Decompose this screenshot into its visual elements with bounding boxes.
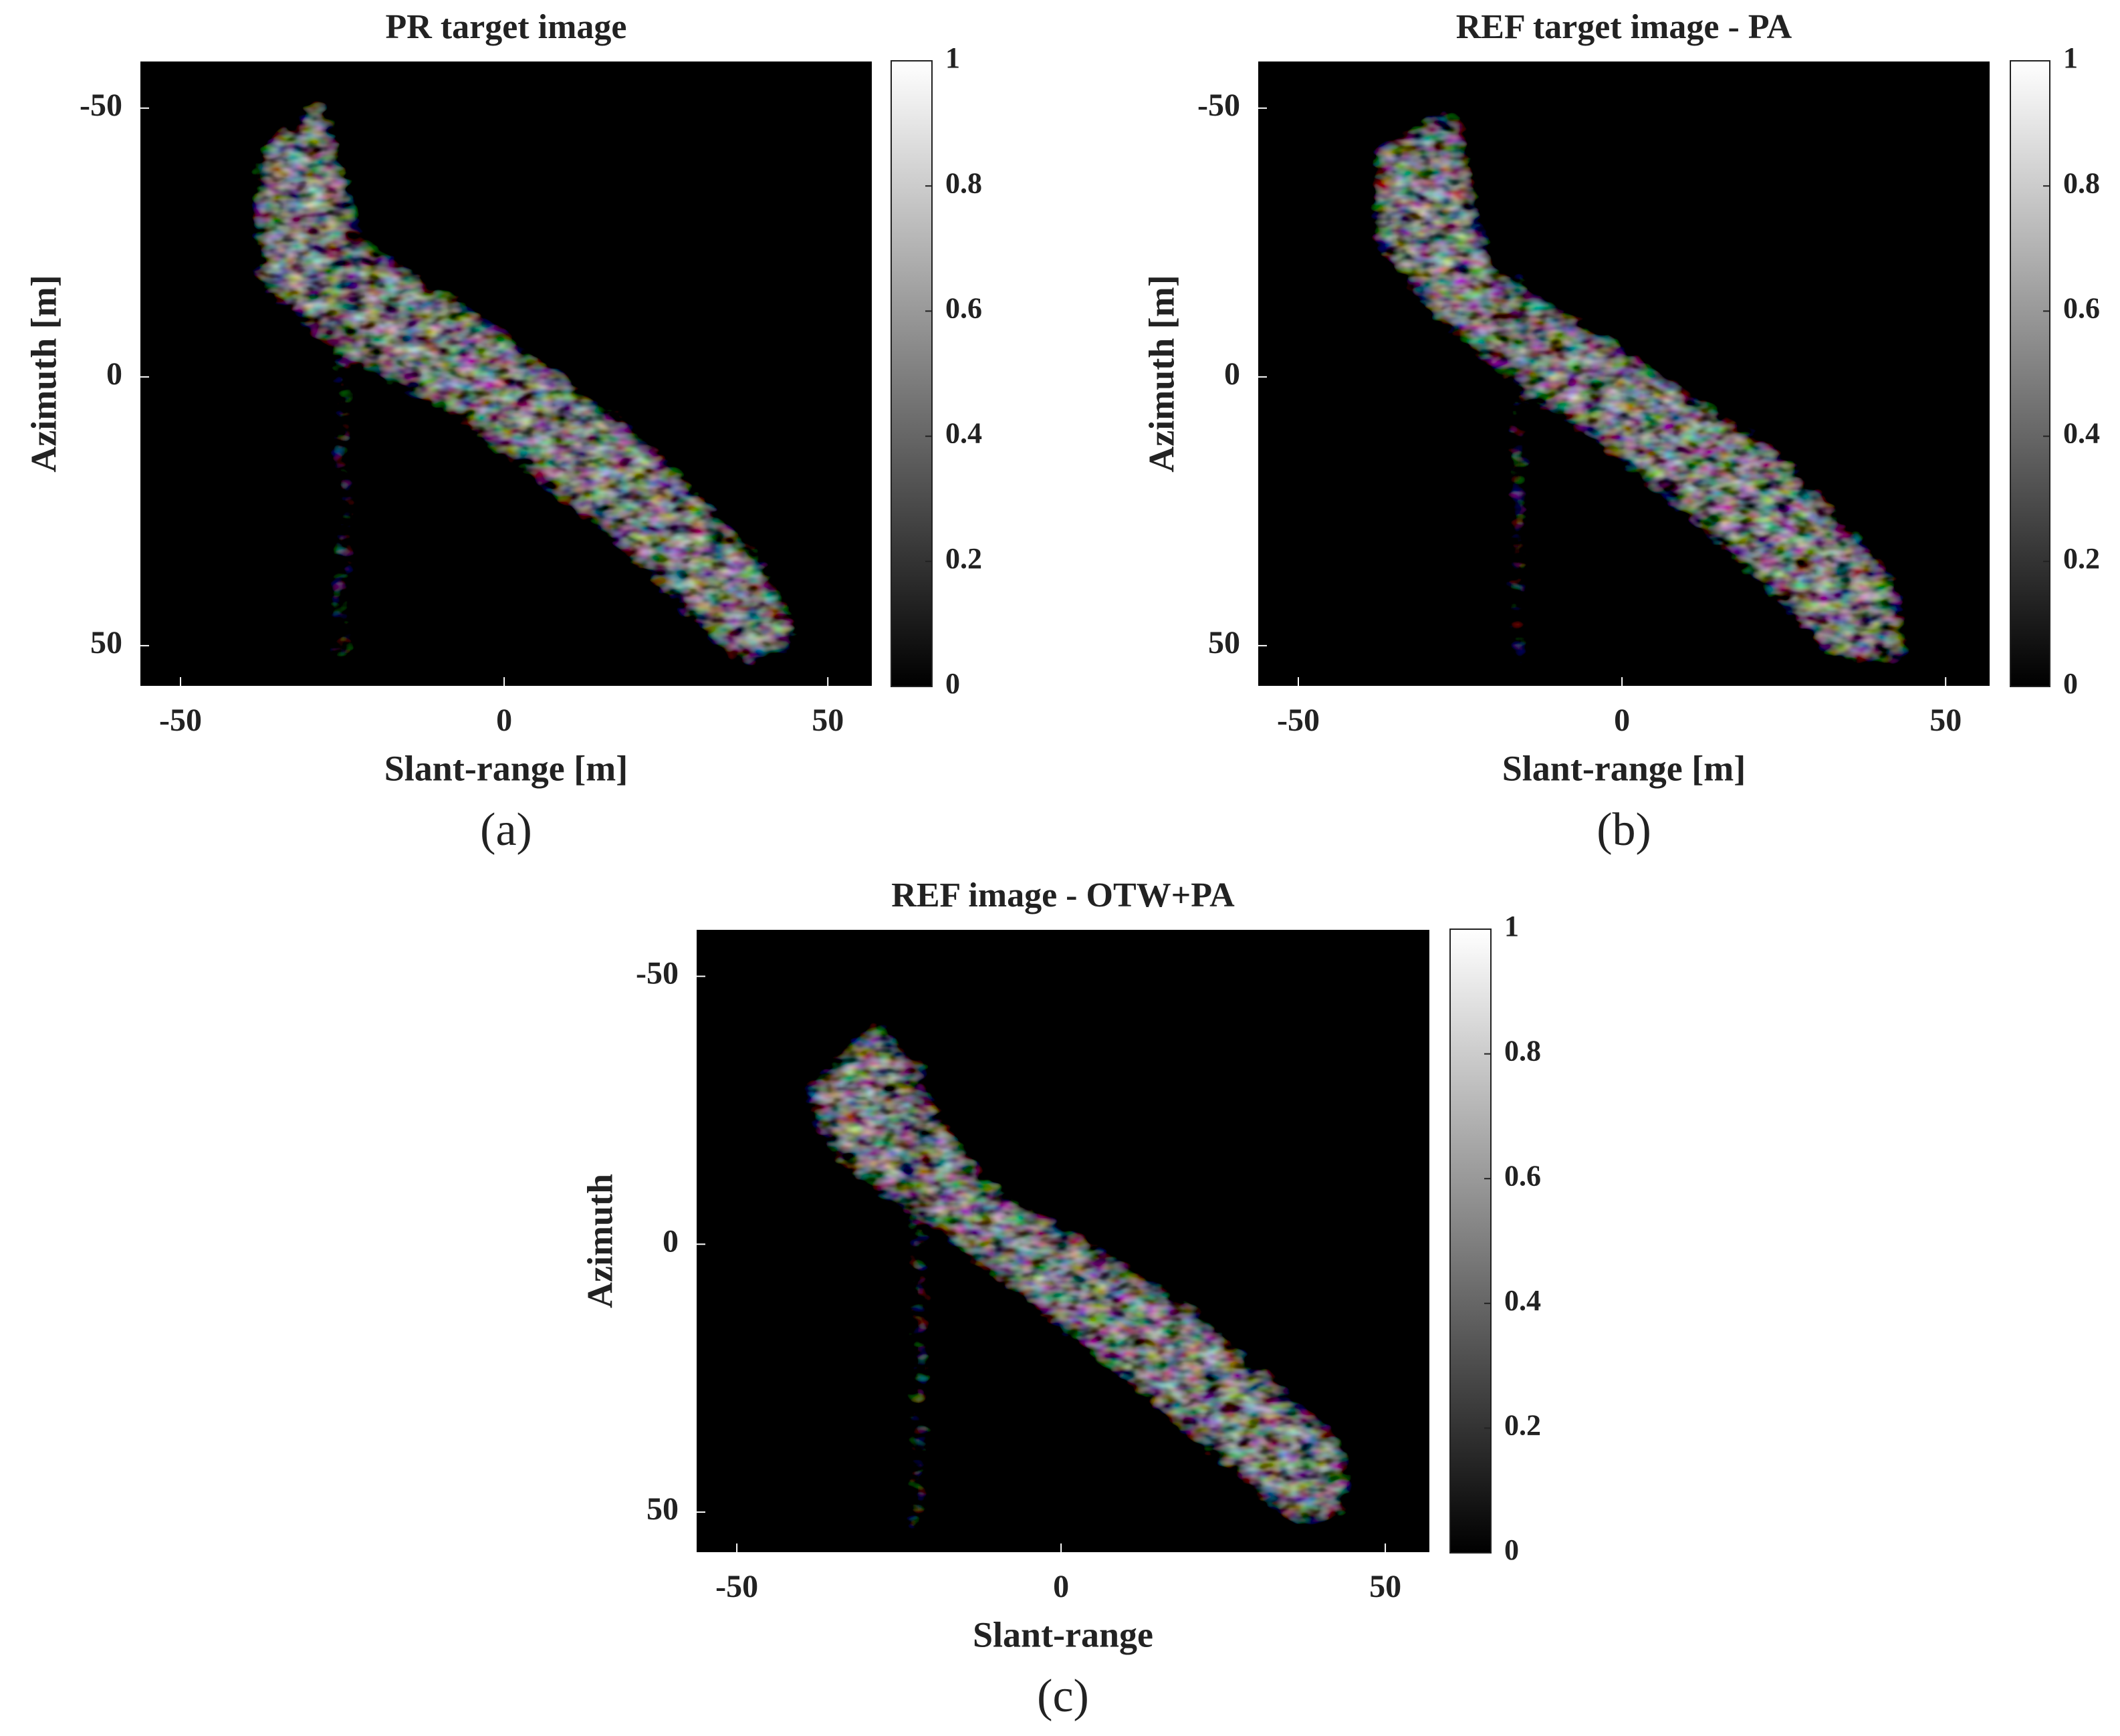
- colorbar-tick-label: 1: [945, 41, 960, 74]
- panel-label: (b): [1597, 804, 1651, 856]
- streak: [334, 215, 351, 673]
- x-tick-label: -50: [1277, 703, 1320, 738]
- colorbar-tick-label: 1: [2063, 41, 2078, 74]
- colorbar-tick-label: 1: [1504, 910, 1519, 943]
- y-tick-label: -50: [80, 88, 122, 123]
- colorbar: [2010, 60, 2050, 687]
- target-return: [802, 1019, 1346, 1523]
- y-tick-label: 50: [1208, 625, 1240, 660]
- y-axis-label: Azimuth: [580, 1174, 620, 1308]
- x-tick-label: 0: [1053, 1569, 1069, 1604]
- x-tick-label: 50: [812, 703, 844, 738]
- y-axis-label: Azimuth [m]: [1141, 275, 1181, 472]
- colorbar-tick-label: 0: [945, 667, 960, 700]
- colorbar-tick-label: 0.4: [2063, 417, 2100, 450]
- streak: [910, 1056, 927, 1539]
- x-tick-label: 0: [496, 703, 512, 738]
- colorbar-tick-label: 0.8: [945, 166, 982, 199]
- x-tick-label: 50: [1369, 1569, 1401, 1604]
- y-tick-label: 50: [646, 1491, 679, 1527]
- x-axis-label: Slant-range [m]: [384, 748, 628, 788]
- y-tick-label: 50: [90, 625, 122, 660]
- target-return: [1376, 108, 1907, 662]
- panel-label: (c): [1037, 1670, 1089, 1722]
- colorbar: [891, 60, 933, 687]
- colorbar-tick-label: 0: [1504, 1533, 1519, 1566]
- colorbar-tick-label: 0.2: [2063, 542, 2100, 575]
- colorbar-tick-label: 0.4: [1504, 1284, 1541, 1317]
- axes-frame: [1257, 60, 1991, 687]
- colorbar-tick-label: 0: [2063, 667, 2078, 700]
- chart-title: PR target image: [386, 8, 627, 46]
- colorbar: [1449, 928, 1492, 1554]
- colorbar-tick-label: 0.2: [1504, 1408, 1541, 1441]
- axes-frame: [139, 60, 873, 687]
- colorbar-tick-label: 0.2: [945, 542, 982, 575]
- colorbar-tick-label: 0.4: [945, 417, 982, 450]
- x-axis-label: Slant-range [m]: [1502, 748, 1746, 788]
- chart-title: REF image - OTW+PA: [891, 876, 1235, 914]
- colorbar-tick-label: 0.8: [1504, 1035, 1541, 1068]
- x-tick-label: 50: [1929, 703, 1962, 738]
- y-tick-label: 0: [1224, 356, 1240, 392]
- chart-title: REF target image - PA: [1456, 8, 1792, 46]
- panel: -50 0 50 -50 0 50 REF image - OTW+PA Slant-rang…: [580, 876, 1541, 1722]
- colorbar-tick-label: 0.6: [2063, 291, 2100, 324]
- target-return: [258, 97, 802, 662]
- colorbar-tick-label: 0.8: [2063, 166, 2100, 199]
- colorbar-tick-label: 0.6: [945, 291, 982, 324]
- panel-label: (a): [480, 804, 532, 856]
- sar-image: [696, 929, 1430, 1553]
- x-axis-label: Slant-range: [973, 1614, 1153, 1654]
- sar-image: [1258, 61, 1990, 687]
- colorbar-tick-label: 0.6: [1504, 1159, 1541, 1192]
- y-axis-label: Azimuth [m]: [23, 275, 64, 472]
- x-tick-label: -50: [715, 1569, 758, 1604]
- x-tick-label: -50: [159, 703, 202, 738]
- x-tick-label: 0: [1614, 703, 1630, 738]
- y-tick-label: -50: [1197, 88, 1240, 123]
- y-tick-label: 0: [106, 356, 122, 392]
- axes-frame: [695, 928, 1431, 1554]
- y-tick-label: 0: [663, 1223, 679, 1259]
- sar-image: [140, 61, 872, 687]
- panel: -50 0 50 -50 0 50 PR target image Slant-range […: [23, 8, 982, 856]
- y-tick-label: -50: [636, 956, 679, 991]
- streak: [1510, 269, 1527, 673]
- panel: -50 0 50 -50 0 50 REF target image - PA Slant-r…: [1141, 8, 2100, 856]
